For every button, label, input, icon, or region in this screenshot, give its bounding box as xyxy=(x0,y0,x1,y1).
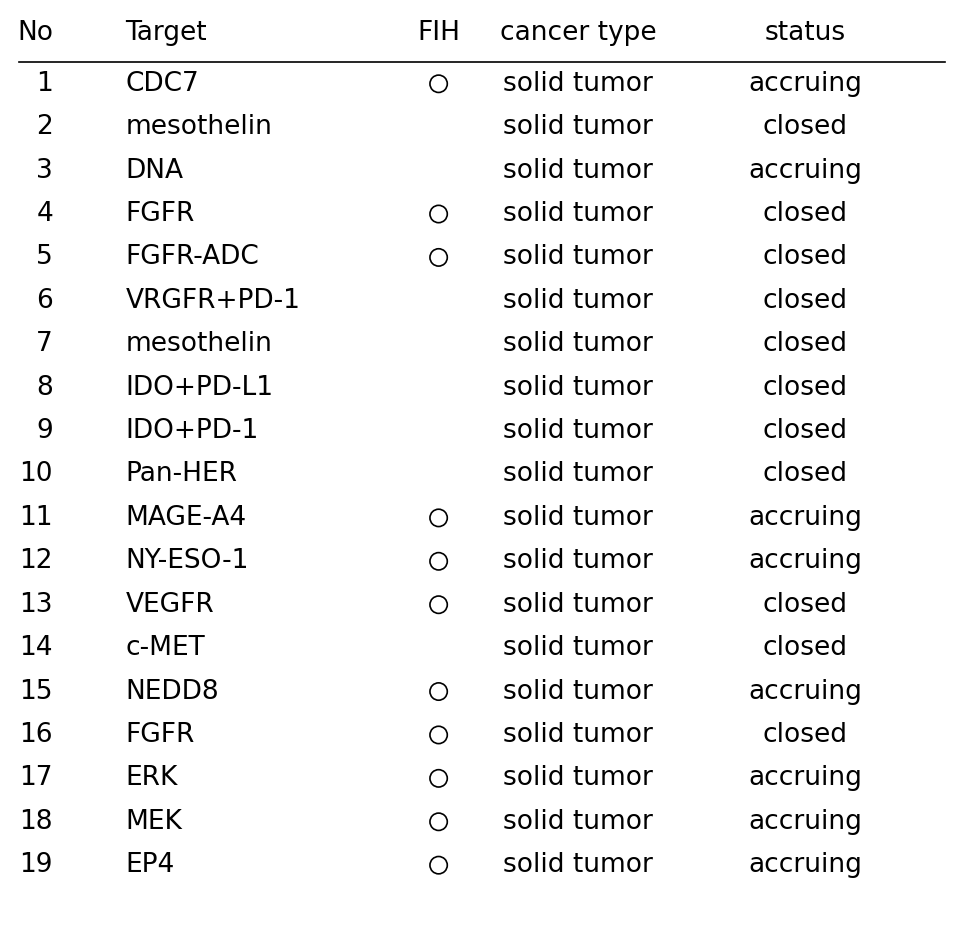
Text: 14: 14 xyxy=(19,635,53,661)
Text: solid tumor: solid tumor xyxy=(503,331,654,357)
Text: solid tumor: solid tumor xyxy=(503,288,654,314)
Text: closed: closed xyxy=(763,722,847,748)
Text: 11: 11 xyxy=(19,505,53,531)
Text: solid tumor: solid tumor xyxy=(503,635,654,661)
Text: solid tumor: solid tumor xyxy=(503,679,654,704)
Text: closed: closed xyxy=(763,288,847,314)
Text: 2: 2 xyxy=(37,114,53,140)
Text: MAGE-A4: MAGE-A4 xyxy=(125,505,247,531)
Text: status: status xyxy=(764,20,845,47)
Text: solid tumor: solid tumor xyxy=(503,765,654,791)
Text: FIH: FIH xyxy=(417,20,460,47)
Text: accruing: accruing xyxy=(748,158,862,184)
Text: closed: closed xyxy=(763,331,847,357)
Text: accruing: accruing xyxy=(748,70,862,97)
Text: solid tumor: solid tumor xyxy=(503,548,654,574)
Text: 7: 7 xyxy=(37,331,53,357)
Text: NEDD8: NEDD8 xyxy=(125,679,219,704)
Text: accruing: accruing xyxy=(748,852,862,878)
Text: accruing: accruing xyxy=(748,809,862,835)
Text: closed: closed xyxy=(763,418,847,444)
Text: 12: 12 xyxy=(19,548,53,574)
Text: 6: 6 xyxy=(37,288,53,314)
Text: solid tumor: solid tumor xyxy=(503,852,654,878)
Text: 13: 13 xyxy=(19,592,53,618)
Text: 1: 1 xyxy=(37,70,53,97)
Text: solid tumor: solid tumor xyxy=(503,375,654,401)
Text: solid tumor: solid tumor xyxy=(503,722,654,748)
Text: 18: 18 xyxy=(19,809,53,835)
Text: closed: closed xyxy=(763,245,847,270)
Text: cancer type: cancer type xyxy=(500,20,656,47)
Text: 3: 3 xyxy=(37,158,53,184)
Text: Target: Target xyxy=(125,20,207,47)
Text: 4: 4 xyxy=(37,201,53,227)
Text: solid tumor: solid tumor xyxy=(503,809,654,835)
Text: 10: 10 xyxy=(19,462,53,487)
Text: solid tumor: solid tumor xyxy=(503,201,654,227)
Text: closed: closed xyxy=(763,201,847,227)
Text: solid tumor: solid tumor xyxy=(503,114,654,140)
Text: FGFR-ADC: FGFR-ADC xyxy=(125,245,259,270)
Text: closed: closed xyxy=(763,462,847,487)
Text: FGFR: FGFR xyxy=(125,201,195,227)
Text: mesothelin: mesothelin xyxy=(125,331,272,357)
Text: IDO+PD-L1: IDO+PD-L1 xyxy=(125,375,274,401)
Text: mesothelin: mesothelin xyxy=(125,114,272,140)
Text: accruing: accruing xyxy=(748,548,862,574)
Text: solid tumor: solid tumor xyxy=(503,462,654,487)
Text: closed: closed xyxy=(763,635,847,661)
Text: VEGFR: VEGFR xyxy=(125,592,214,618)
Text: accruing: accruing xyxy=(748,765,862,791)
Text: solid tumor: solid tumor xyxy=(503,158,654,184)
Text: solid tumor: solid tumor xyxy=(503,592,654,618)
Text: 15: 15 xyxy=(19,679,53,704)
Text: 16: 16 xyxy=(19,722,53,748)
Text: solid tumor: solid tumor xyxy=(503,245,654,270)
Text: accruing: accruing xyxy=(748,679,862,704)
Text: accruing: accruing xyxy=(748,505,862,531)
Text: solid tumor: solid tumor xyxy=(503,70,654,97)
Text: FGFR: FGFR xyxy=(125,722,195,748)
Text: 9: 9 xyxy=(37,418,53,444)
Text: 19: 19 xyxy=(19,852,53,878)
Text: c-MET: c-MET xyxy=(125,635,205,661)
Text: IDO+PD-1: IDO+PD-1 xyxy=(125,418,258,444)
Text: closed: closed xyxy=(763,592,847,618)
Text: 8: 8 xyxy=(37,375,53,401)
Text: NY-ESO-1: NY-ESO-1 xyxy=(125,548,249,574)
Text: 5: 5 xyxy=(37,245,53,270)
Text: solid tumor: solid tumor xyxy=(503,505,654,531)
Text: EP4: EP4 xyxy=(125,852,174,878)
Text: CDC7: CDC7 xyxy=(125,70,200,97)
Text: ERK: ERK xyxy=(125,765,177,791)
Text: solid tumor: solid tumor xyxy=(503,418,654,444)
Text: closed: closed xyxy=(763,375,847,401)
Text: No: No xyxy=(17,20,53,47)
Text: 17: 17 xyxy=(19,765,53,791)
Text: DNA: DNA xyxy=(125,158,183,184)
Text: Pan-HER: Pan-HER xyxy=(125,462,237,487)
Text: closed: closed xyxy=(763,114,847,140)
Text: VRGFR+PD-1: VRGFR+PD-1 xyxy=(125,288,300,314)
Text: MEK: MEK xyxy=(125,809,182,835)
